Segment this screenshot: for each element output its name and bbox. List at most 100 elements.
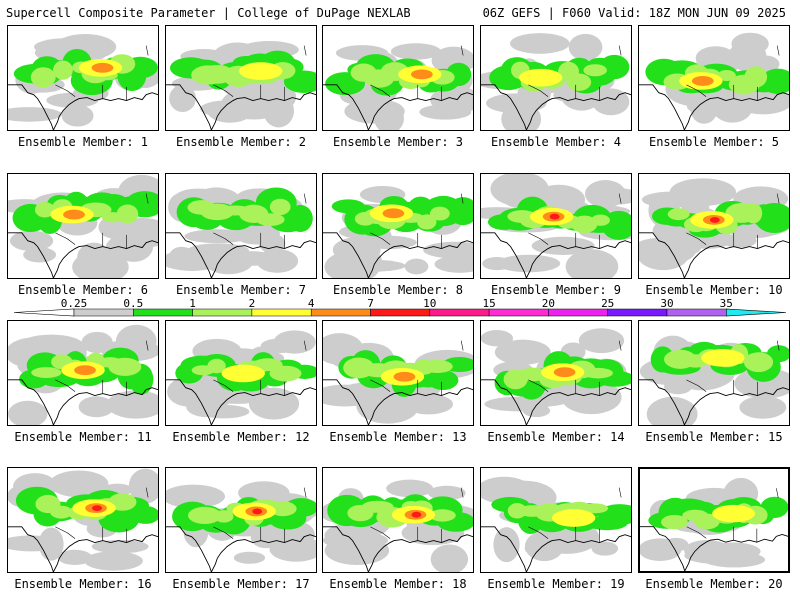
field-red (252, 508, 263, 515)
ensemble-panel-3[interactable] (322, 25, 474, 131)
colorbar-lower-arrow (13, 308, 75, 317)
ensemble-member-label: Ensemble Member: 17 (172, 577, 310, 591)
field-orange (393, 371, 416, 382)
state-borders (55, 487, 149, 543)
field-orange (411, 69, 433, 80)
ensemble-panel-15[interactable] (638, 320, 790, 426)
ensemble-panel-6[interactable] (7, 173, 159, 279)
state-borders (370, 340, 464, 396)
scp-map-6 (8, 174, 158, 278)
colorbar-segment (370, 308, 431, 317)
coastline (166, 84, 316, 130)
scp-map-13 (323, 333, 473, 425)
coastline (323, 84, 473, 130)
state-borders (528, 487, 622, 543)
field-orange (553, 367, 576, 378)
ensemble-panel-4[interactable] (480, 25, 632, 131)
ensemble-panel-1[interactable] (7, 25, 159, 131)
scp-map-18 (323, 479, 473, 572)
ensemble-panel-8[interactable] (322, 173, 474, 279)
ensemble-panel-20[interactable] (638, 467, 790, 573)
scp-map-12 (166, 330, 316, 425)
scp-map-19 (481, 476, 631, 572)
colorbar-segment (73, 308, 134, 317)
state-borders (55, 193, 149, 249)
colorbar-segment (548, 308, 608, 317)
ensemble-panel-18[interactable] (322, 467, 474, 573)
coastline (639, 379, 789, 425)
colorbar-tick-label: 15 (482, 298, 495, 310)
coastline (166, 232, 316, 278)
state-borders (55, 45, 149, 101)
coastline (639, 232, 789, 278)
coastline (640, 526, 788, 571)
ensemble-panel-13[interactable] (322, 320, 474, 426)
ensemble-member-label: Ensemble Member: 12 (172, 430, 310, 444)
coastline (481, 526, 631, 572)
field-light-green (187, 198, 291, 227)
colorbar-tick-label: 2 (249, 298, 256, 310)
ensemble-panel-12[interactable] (165, 320, 317, 426)
ensemble-member-label: Ensemble Member: 4 (490, 135, 622, 149)
ensemble-panel-5[interactable] (638, 25, 790, 131)
ensemble-member-label: Ensemble Member: 2 (175, 135, 307, 149)
coastline (481, 84, 631, 130)
ensemble-panel-11[interactable] (7, 320, 159, 426)
scp-map-14 (481, 328, 631, 425)
state-borders (370, 487, 464, 543)
ensemble-member-label: Ensemble Member: 15 (645, 430, 783, 444)
scp-map-8 (323, 186, 473, 278)
ensemble-panel-9[interactable] (480, 173, 632, 279)
colorbar-tick-label: 35 (720, 298, 733, 310)
ensemble-panel-19[interactable] (480, 467, 632, 573)
coastline (481, 379, 631, 425)
ensemble-panel-7[interactable] (165, 173, 317, 279)
ensemble-panel-17[interactable] (165, 467, 317, 573)
ensemble-member-label: Ensemble Member: 7 (175, 283, 307, 297)
coastline (481, 232, 631, 278)
scp-map-17 (166, 481, 316, 572)
field-yellow (701, 349, 745, 367)
state-borders (213, 45, 307, 101)
state-borders (55, 340, 149, 396)
field-light-green (663, 64, 768, 95)
colorbar-segment (310, 308, 371, 317)
scp-map-5 (639, 32, 789, 130)
state-borders (686, 45, 780, 101)
ensemble-member-label: Ensemble Member: 14 (487, 430, 625, 444)
coastline (166, 379, 316, 425)
state-borders (370, 45, 464, 101)
ensemble-panel-10[interactable] (638, 173, 790, 279)
colorbar-tick-label: 0.25 (61, 298, 88, 310)
field-yellow (551, 509, 596, 527)
field-orange (63, 209, 85, 220)
field-yellow (238, 62, 283, 80)
state-borders (686, 340, 780, 396)
scp-map-20 (640, 477, 788, 571)
product-title: Supercell Composite Parameter | College … (6, 6, 411, 20)
coastline (8, 379, 158, 425)
scp-map-15 (639, 335, 789, 425)
coastline (323, 379, 473, 425)
ensemble-member-label: Ensemble Member: 20 (645, 577, 783, 591)
field-orange (91, 62, 114, 73)
field-orange (74, 365, 96, 376)
state-borders (528, 193, 622, 249)
ensemble-panel-2[interactable] (165, 25, 317, 131)
ensemble-panel-16[interactable] (7, 467, 159, 573)
ensemble-member-label: Ensemble Member: 1 (17, 135, 149, 149)
scp-map-2 (166, 40, 316, 130)
scp-map-7 (166, 187, 316, 278)
colorbar-legend: 0.25 0.5 1 2 4 7 10 15 20 25 30 35 (0, 298, 800, 320)
ensemble-panel-14[interactable] (480, 320, 632, 426)
field-red (709, 216, 720, 223)
ensemble-member-label: Ensemble Member: 18 (329, 577, 467, 591)
colorbar-tick-label: 1 (189, 298, 196, 310)
scp-map-1 (8, 34, 158, 130)
state-borders (528, 340, 622, 396)
state-borders (213, 487, 307, 543)
colorbar-tick-label: 7 (367, 298, 374, 310)
ensemble-member-label: Ensemble Member: 13 (329, 430, 467, 444)
coastline (8, 232, 158, 278)
state-borders (213, 340, 307, 396)
